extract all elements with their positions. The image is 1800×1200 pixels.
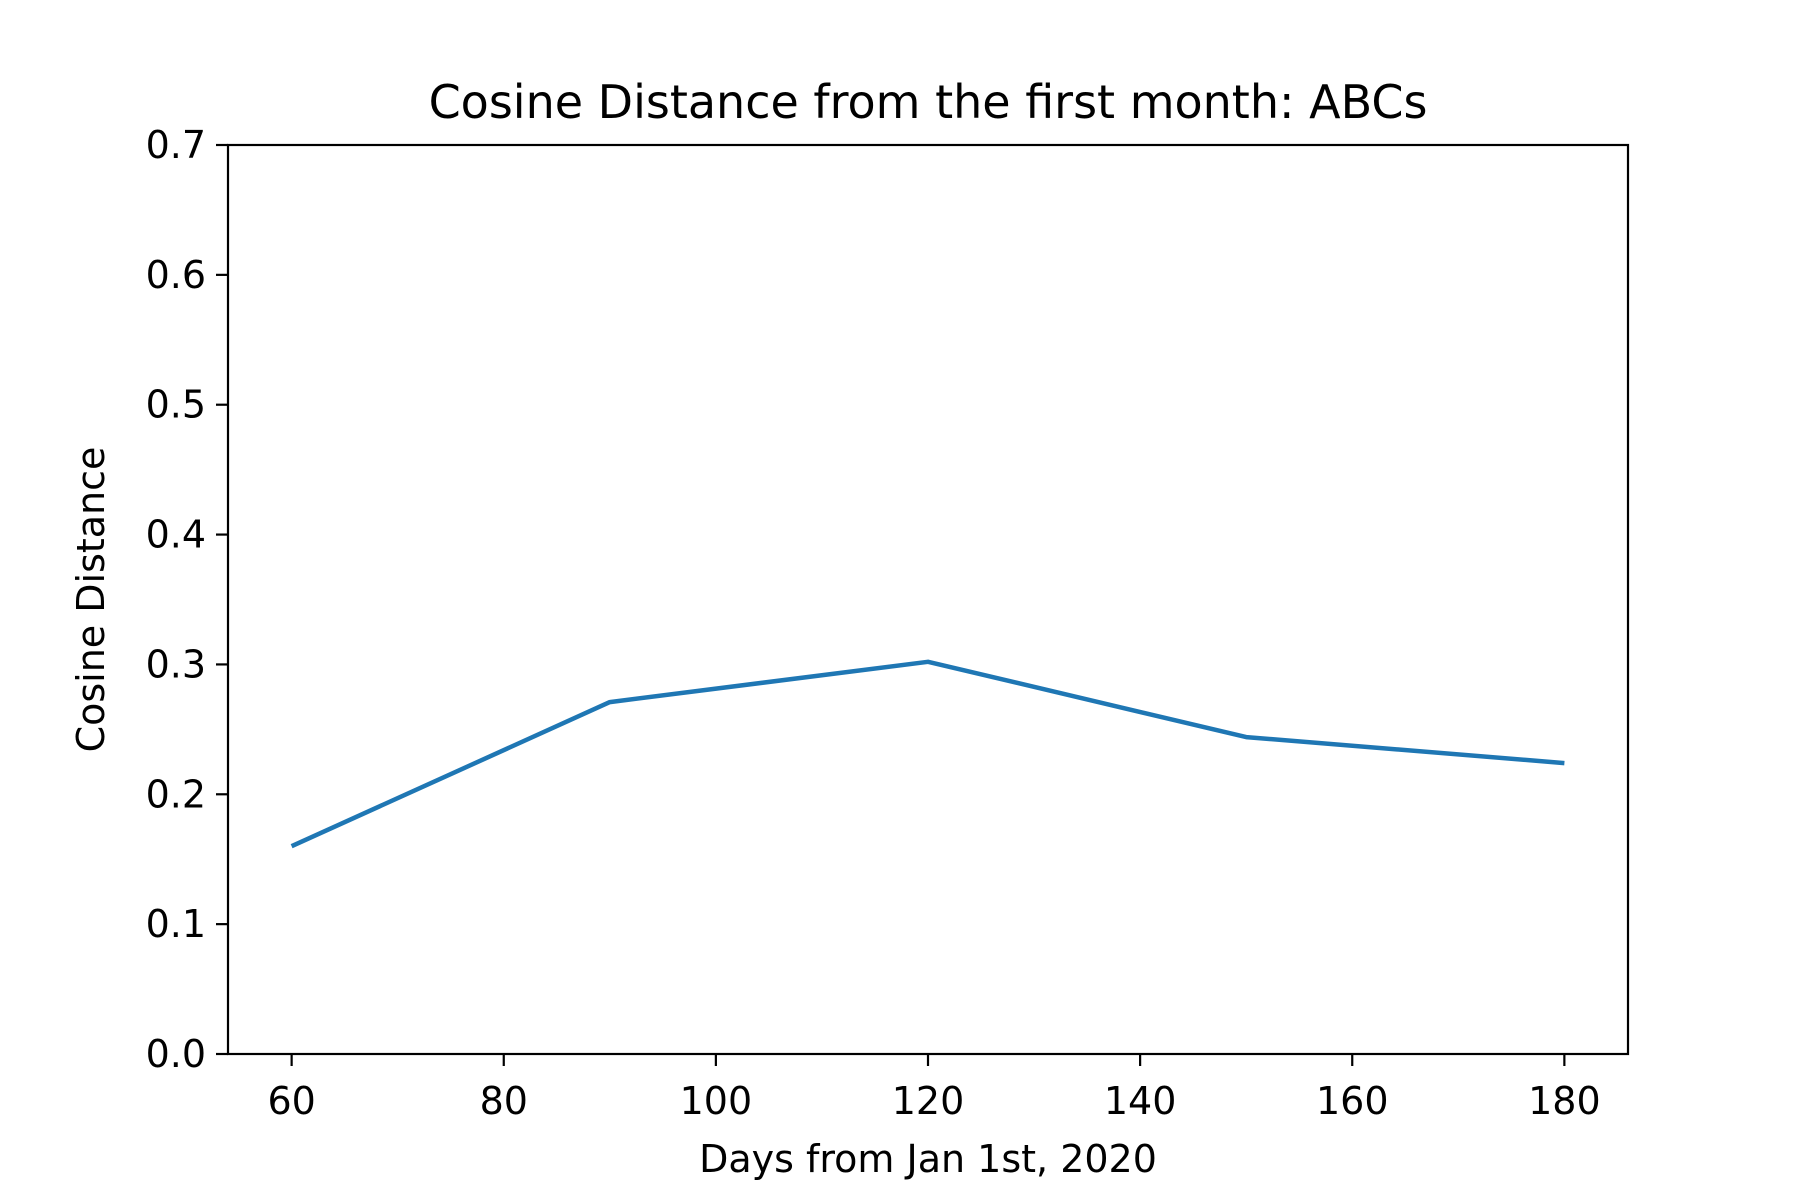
x-tick-label: 140	[1104, 1079, 1177, 1123]
x-axis-label: Days from Jan 1st, 2020	[699, 1137, 1157, 1181]
y-axis-ticks: 0.0 0.1 0.2 0.3 0.4 0.5 0.6 0.7	[146, 123, 228, 1076]
y-axis-label: Cosine Distance	[69, 447, 113, 753]
y-tick-label: 0.5	[146, 383, 206, 427]
x-tick-label: 160	[1316, 1079, 1389, 1123]
x-tick-label: 80	[480, 1079, 528, 1123]
plot-area-frame	[226, 143, 1630, 1056]
series-line	[290, 659, 1565, 849]
x-tick-label: 60	[267, 1079, 315, 1123]
y-tick-label: 0.3	[146, 642, 206, 686]
x-tick-label: 120	[892, 1079, 965, 1123]
y-tick-label: 0.4	[146, 513, 206, 557]
x-tick-label: 100	[680, 1079, 753, 1123]
y-tick-label: 0.6	[146, 253, 206, 297]
y-tick-label: 0.2	[146, 772, 206, 816]
y-tick-label: 0.0	[146, 1032, 206, 1076]
series-layer	[290, 659, 1565, 849]
y-tick-label: 0.7	[146, 123, 206, 167]
x-tick-label: 180	[1528, 1079, 1601, 1123]
chart-title: Cosine Distance from the first month: AB…	[429, 75, 1428, 129]
y-tick-label: 0.1	[146, 902, 206, 946]
x-axis-ticks: 60 80 100 120 140 160 180	[267, 1054, 1601, 1123]
